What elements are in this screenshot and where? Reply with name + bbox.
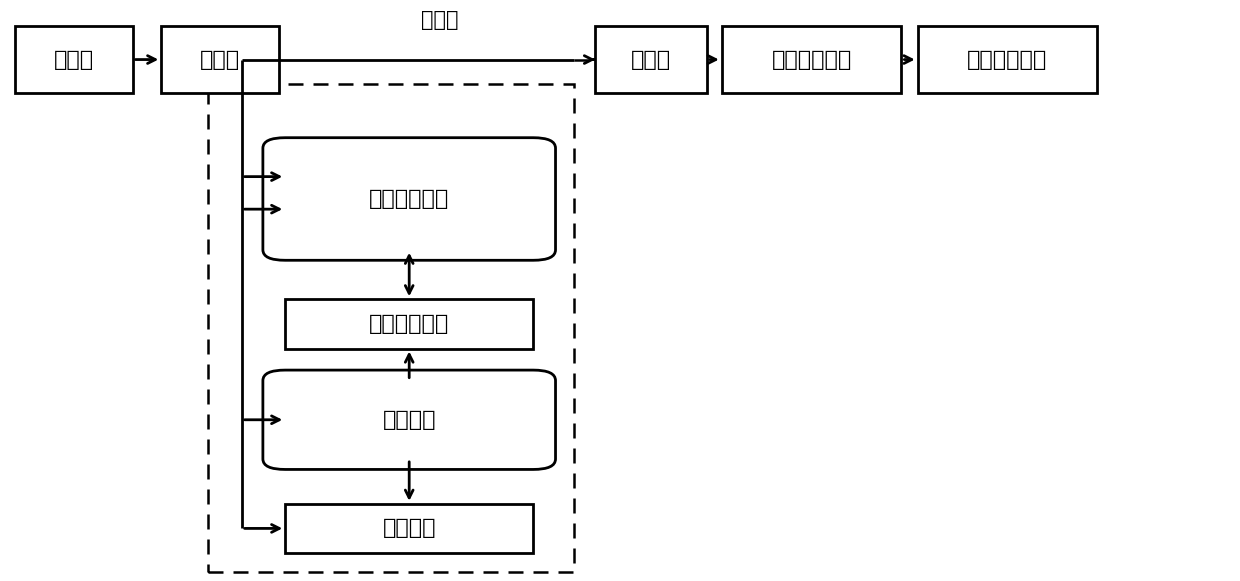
Bar	[918, 26, 1097, 93]
Bar	[595, 26, 707, 93]
Text: 发射机: 发射机	[422, 10, 459, 30]
Text: 传感器: 传感器	[53, 49, 94, 70]
Bar	[722, 26, 901, 93]
Bar	[285, 299, 533, 349]
Text: 数据处理装置: 数据处理装置	[771, 49, 852, 70]
Text: 发射通道: 发射通道	[382, 410, 436, 430]
Text: 变换器: 变换器	[200, 49, 241, 70]
Text: 计时装置: 计时装置	[382, 518, 436, 539]
Bar	[285, 504, 533, 553]
Text: 接收机: 接收机	[631, 49, 671, 70]
Bar	[208, 84, 574, 572]
Bar	[15, 26, 133, 93]
Text: 温度检测装置: 温度检测装置	[370, 314, 449, 334]
Bar	[161, 26, 279, 93]
FancyBboxPatch shape	[263, 370, 556, 469]
Text: 中央处理单元: 中央处理单元	[370, 189, 449, 209]
Text: 显示输出单元: 显示输出单元	[967, 49, 1048, 70]
FancyBboxPatch shape	[263, 138, 556, 260]
